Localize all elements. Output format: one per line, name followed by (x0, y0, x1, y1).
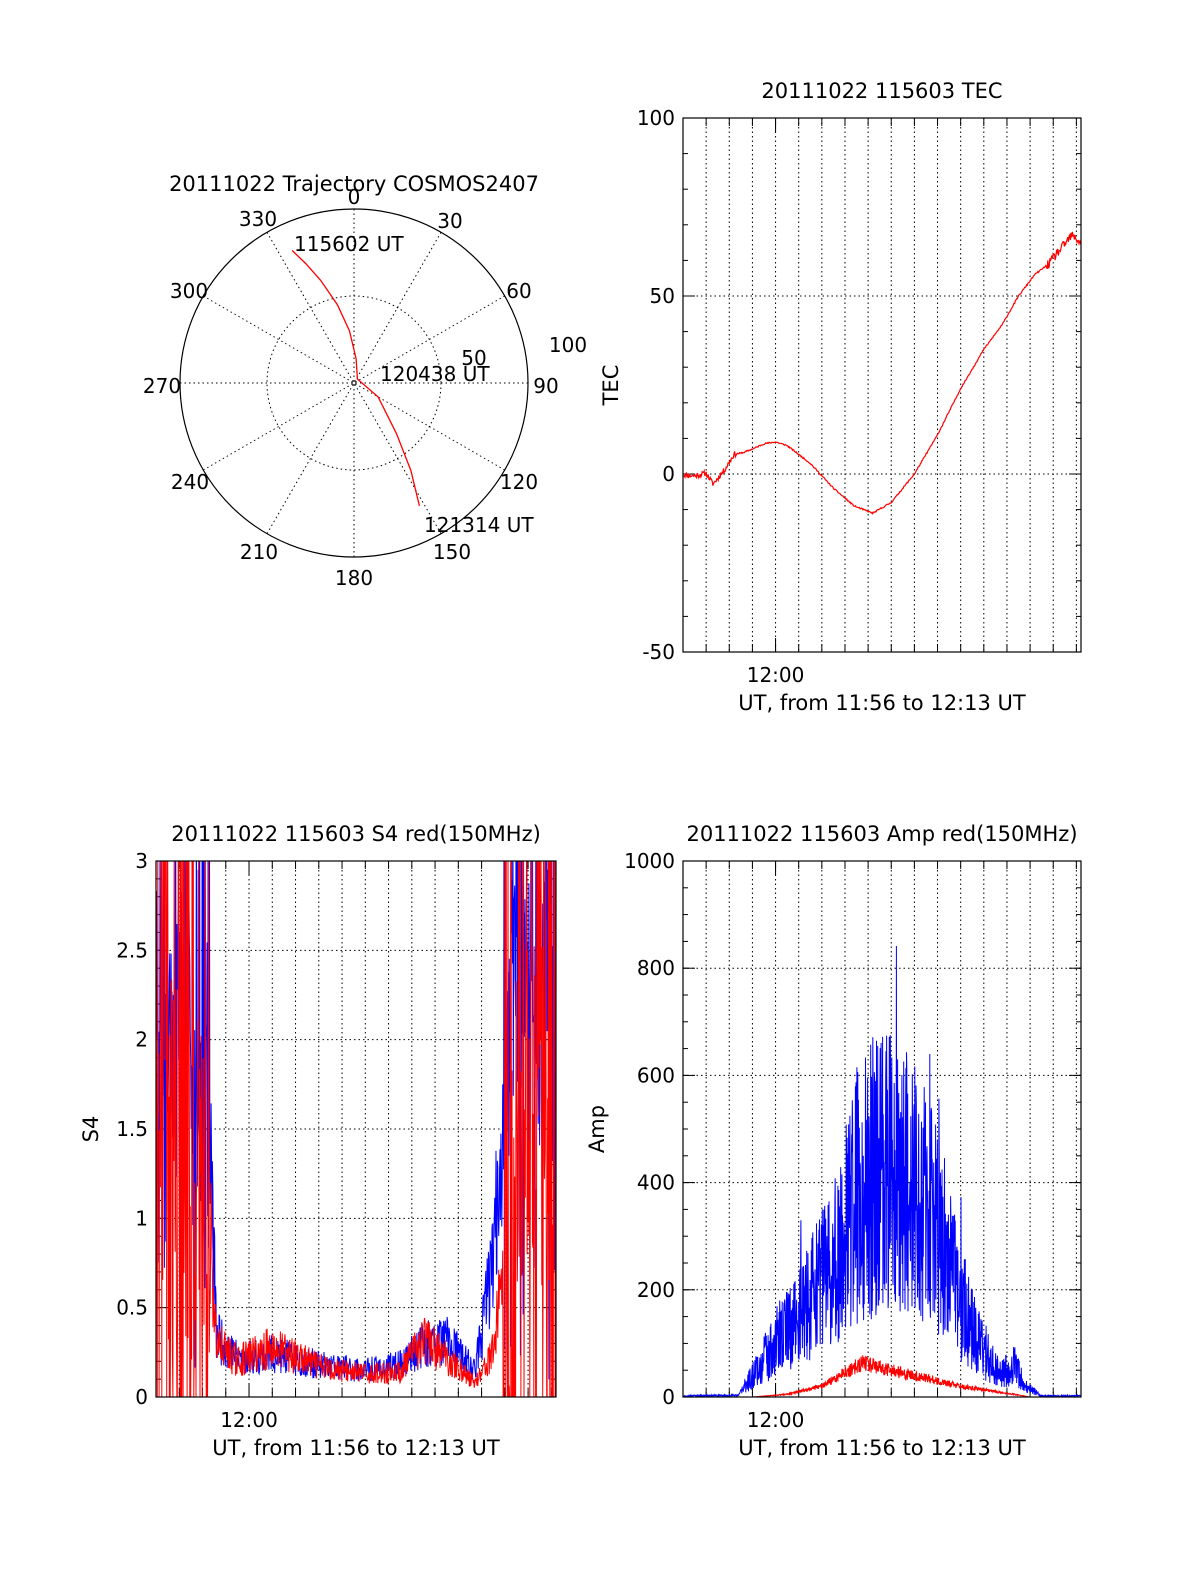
trajectory-time-label: 120438 UT (380, 362, 490, 386)
red-series-line (683, 1355, 1081, 1397)
trajectory-time-label: 121314 UT (424, 513, 534, 537)
ring-label-100: 100 (549, 333, 587, 357)
series-group (683, 1355, 1081, 1397)
azimuth-label: 240 (171, 470, 209, 494)
blue-series-line (683, 945, 1081, 1397)
x-axis-label: UT, from 11:56 to 12:13 UT (738, 1436, 1026, 1460)
red-series-line (683, 231, 1081, 516)
y-tick-label: 100 (637, 106, 675, 130)
series-group (156, 861, 556, 1397)
y-tick-label: 200 (637, 1278, 675, 1302)
trajectory-line (291, 250, 421, 507)
y-tick-label: 1.5 (116, 1117, 148, 1141)
y-tick-label: 3 (135, 849, 148, 873)
y-tick-label: 0.5 (116, 1296, 148, 1320)
y-tick-label: 800 (637, 956, 675, 980)
series-group (683, 945, 1081, 1397)
azimuth-label: 60 (506, 279, 531, 303)
y-tick-label: 0 (662, 462, 675, 486)
azimuth-label: 210 (240, 540, 278, 564)
y-tick-label: 50 (650, 284, 675, 308)
y-tick-label: 1000 (624, 849, 675, 873)
azimuth-label: 120 (500, 470, 538, 494)
series-group (683, 231, 1081, 516)
x-tick-label: 12:00 (747, 663, 805, 687)
azimuth-label: 270 (143, 374, 181, 398)
plot-frame (682, 117, 1082, 653)
y-axis-label: S4 (79, 1116, 103, 1143)
polar-title: 20111022 Trajectory COSMOS2407 (169, 172, 539, 196)
trajectory-time-label: 115602 UT (294, 232, 404, 256)
azimuth-label: 180 (335, 566, 373, 590)
azimuth-label: 0 (348, 185, 361, 209)
plot-frame (155, 860, 557, 1398)
azimuth-label: 90 (533, 374, 558, 398)
y-tick-label: 2 (135, 1028, 148, 1052)
panel-title: 20111022 115603 S4 red(150MHz) (171, 822, 541, 846)
y-tick-label: -50 (642, 640, 675, 664)
y-tick-label: 400 (637, 1171, 675, 1195)
panel-title: 20111022 115603 Amp red(150MHz) (686, 822, 1077, 846)
x-tick-label: 12:00 (747, 1408, 805, 1432)
blue-series-line (156, 861, 556, 1382)
x-axis-label: UT, from 11:56 to 12:13 UT (738, 691, 1026, 715)
y-tick-label: 0 (662, 1385, 675, 1409)
azimuth-label: 30 (437, 209, 462, 233)
plot-frame (682, 860, 1082, 1398)
y-axis-label: Amp (585, 1105, 609, 1153)
panel-title: 20111022 115603 TEC (761, 79, 1002, 103)
y-tick-label: 600 (637, 1063, 675, 1087)
y-tick-label: 0 (135, 1385, 148, 1409)
azimuth-label: 330 (239, 207, 277, 231)
ring-label-50: 50 (461, 346, 486, 370)
series-group (156, 861, 556, 1382)
azimuth-label: 300 (170, 279, 208, 303)
azimuth-label: 150 (433, 540, 471, 564)
y-tick-label: 2.5 (116, 938, 148, 962)
x-tick-label: 12:00 (220, 1408, 278, 1432)
red-series-line (156, 861, 556, 1397)
x-axis-label: UT, from 11:56 to 12:13 UT (212, 1436, 500, 1460)
y-axis-label: TEC (599, 365, 623, 407)
y-tick-label: 1 (135, 1206, 148, 1230)
